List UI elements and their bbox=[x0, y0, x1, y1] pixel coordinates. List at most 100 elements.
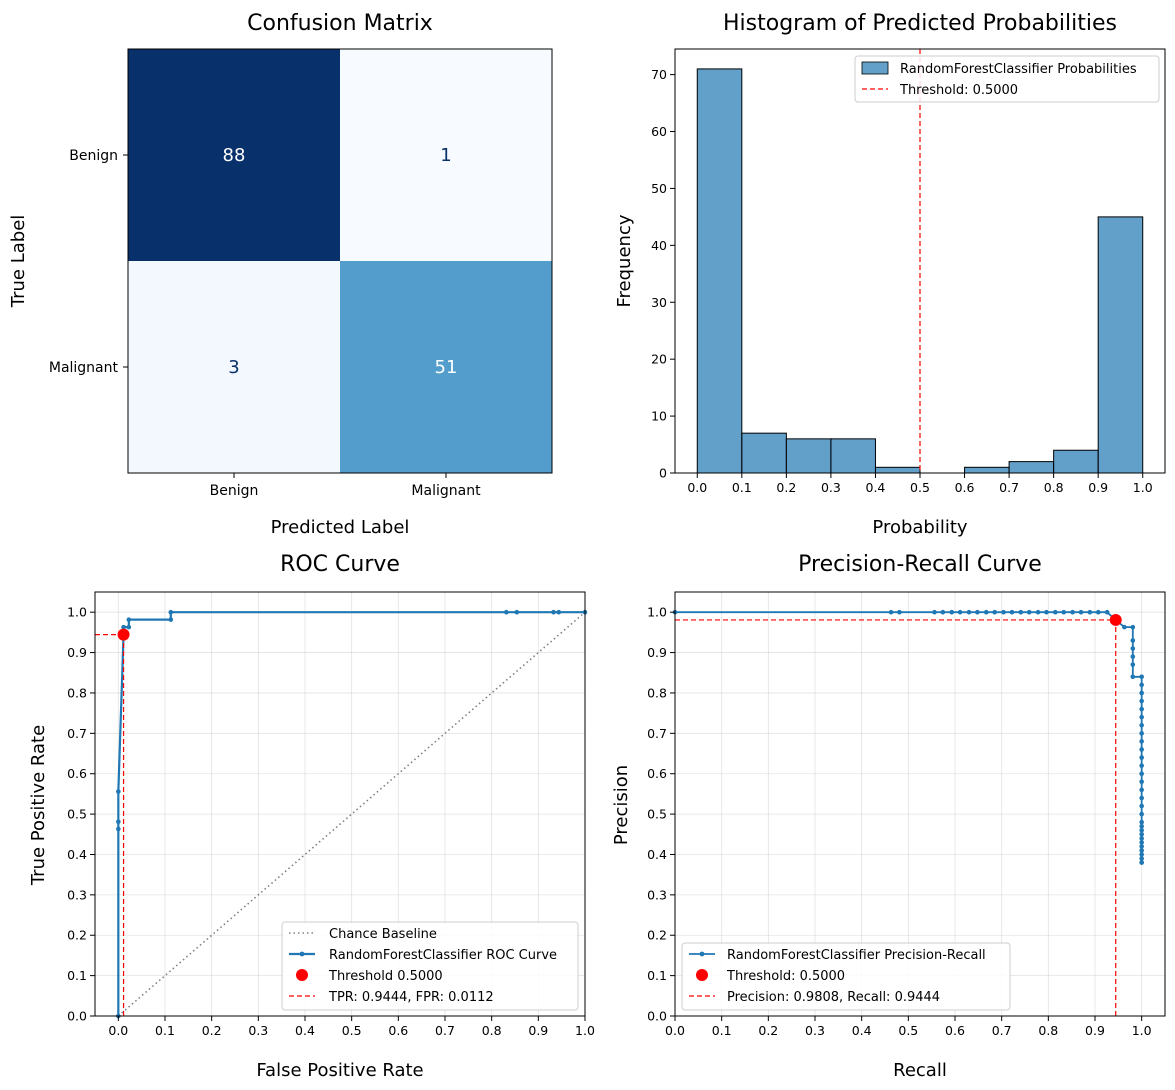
roc-point bbox=[116, 826, 121, 832]
histogram-panel: Histogram of Predicted Probabilities 0.0… bbox=[614, 11, 1166, 538]
y-tick-label: 0.5 bbox=[67, 807, 87, 822]
pr-point bbox=[1139, 836, 1144, 841]
roc-point bbox=[168, 617, 174, 622]
pr-y-axis-label: Precision bbox=[611, 765, 632, 845]
pr-point bbox=[1139, 803, 1144, 809]
pr-axes-frame bbox=[674, 591, 1166, 1017]
x-tick-label: 0.7 bbox=[999, 480, 1019, 495]
roc-point bbox=[551, 609, 556, 615]
hist-bar bbox=[785, 438, 832, 474]
pr-panel: Precision-Recall Curve 0.0 0.1 0.2 0.3 0.4 0.… bbox=[611, 552, 1166, 1081]
pr-point bbox=[1139, 779, 1144, 785]
roc-legend-curve-marker bbox=[299, 951, 305, 957]
pr-point bbox=[949, 609, 955, 615]
cm-cell bbox=[340, 261, 552, 473]
pr-point bbox=[1139, 771, 1144, 777]
x-tick-label: 0.4 bbox=[866, 480, 886, 495]
hist-legend-threshold-label: Threshold: 0.5000 bbox=[899, 83, 1018, 98]
roc-plot bbox=[95, 609, 588, 1019]
y-tick-label: 20 bbox=[651, 352, 667, 367]
y-tick-label: 40 bbox=[651, 238, 667, 253]
pr-point bbox=[897, 609, 902, 615]
x-tick-label: 0.0 bbox=[665, 1023, 685, 1038]
cm-x-axis-label: Predicted Label bbox=[271, 517, 410, 538]
x-tick-label: 0.4 bbox=[852, 1023, 872, 1038]
hist-legend-bar-label: RandomForestClassifier Probabilities bbox=[900, 62, 1137, 77]
roc-threshold-marker bbox=[117, 628, 130, 641]
cm-title: Confusion Matrix bbox=[247, 11, 433, 36]
pr-point bbox=[1001, 609, 1006, 615]
pr-point bbox=[1139, 827, 1144, 833]
cm-x-tick-label-benign: Benign bbox=[210, 483, 259, 499]
y-tick-label: 0.2 bbox=[67, 928, 87, 943]
x-tick-label: 0.6 bbox=[955, 480, 975, 495]
hist-x-axis-label: Probability bbox=[872, 517, 967, 538]
pr-point bbox=[1078, 609, 1084, 615]
pr-point bbox=[1018, 609, 1024, 615]
x-tick-label: 0.0 bbox=[687, 480, 707, 495]
pr-point bbox=[1139, 823, 1144, 829]
roc-point bbox=[126, 617, 132, 622]
y-tick-label: 0.9 bbox=[647, 645, 667, 660]
pr-point bbox=[1130, 662, 1136, 667]
roc-chance-line bbox=[117, 611, 586, 1017]
cm-y-tick-label-malignant: Malignant bbox=[49, 360, 119, 376]
x-tick-label: 0.7 bbox=[435, 1023, 455, 1038]
y-tick-label: 0.7 bbox=[67, 726, 87, 741]
y-tick-label: 0.4 bbox=[67, 847, 87, 862]
y-tick-label: 0.3 bbox=[67, 887, 87, 902]
roc-panel: ROC Curve 0.0 0.1 0.2 0.3 0.4 0.5 0.6 0.7 0.8 0.9… bbox=[28, 552, 595, 1081]
pr-point bbox=[1139, 706, 1144, 712]
pr-point bbox=[940, 609, 946, 615]
hist-bar bbox=[1053, 449, 1099, 474]
pr-point bbox=[1139, 795, 1144, 801]
pr-point bbox=[1139, 682, 1144, 688]
pr-point bbox=[1139, 844, 1144, 849]
pr-point bbox=[1095, 609, 1101, 615]
x-tick-label: 0.5 bbox=[342, 1023, 362, 1038]
roc-legend-curve-label: RandomForestClassifier ROC Curve bbox=[329, 948, 557, 963]
hist-legend: RandomForestClassifier Probabilities Thr… bbox=[854, 55, 1160, 103]
pr-legend-threshold-marker bbox=[696, 969, 708, 981]
x-tick-label: 0.8 bbox=[482, 1023, 502, 1038]
pr-point bbox=[1139, 831, 1144, 837]
x-tick-label: 0.1 bbox=[732, 480, 752, 495]
y-tick-label: 50 bbox=[651, 181, 667, 196]
pr-point bbox=[1087, 609, 1093, 615]
cm-cell bbox=[128, 261, 340, 473]
pr-point bbox=[1130, 646, 1136, 651]
roc-y-ticks: 0.0 0.1 0.2 0.3 0.4 0.5 0.6 0.7 0.8 0.9 1.0 bbox=[67, 605, 95, 1024]
pr-point bbox=[1035, 609, 1041, 615]
pr-y-ticks: 0.0 0.1 0.2 0.3 0.4 0.5 0.6 0.7 0.8 0.9 1.0 bbox=[647, 605, 675, 1024]
roc-title: ROC Curve bbox=[280, 552, 400, 577]
pr-legend-threshold-label: Threshold: 0.5000 bbox=[726, 969, 845, 984]
cm-x-tick-label-malignant: Malignant bbox=[411, 483, 481, 499]
pr-point bbox=[1139, 722, 1144, 728]
cm-cell-value: 1 bbox=[440, 145, 451, 166]
x-tick-label: 0.9 bbox=[1088, 480, 1108, 495]
x-tick-label: 0.6 bbox=[388, 1023, 408, 1038]
roc-point bbox=[514, 609, 520, 615]
y-tick-label: 0.0 bbox=[67, 1009, 87, 1024]
cm-y-tick-label-benign: Benign bbox=[69, 148, 118, 164]
x-tick-label: 1.0 bbox=[575, 1023, 595, 1038]
pr-point bbox=[1130, 674, 1136, 680]
hist-title: Histogram of Predicted Probabilities bbox=[723, 11, 1117, 36]
roc-point bbox=[504, 609, 509, 615]
pr-point bbox=[1130, 624, 1136, 630]
pr-legend-curve-label: RandomForestClassifier Precision-Recall bbox=[727, 948, 986, 963]
cm-cell-value: 51 bbox=[435, 357, 458, 378]
roc-legend-box bbox=[281, 921, 579, 1011]
pr-title: Precision-Recall Curve bbox=[798, 552, 1042, 577]
pr-point bbox=[1139, 787, 1144, 793]
hist-x-ticks: 0.0 0.1 0.2 0.3 0.4 0.5 0.6 0.7 0.8 0.9 1.0 bbox=[687, 473, 1153, 495]
pr-x-ticks: 0.0 0.1 0.2 0.3 0.4 0.5 0.6 0.7 0.8 0.9 1.0 bbox=[665, 1016, 1152, 1038]
pr-point bbox=[1139, 840, 1144, 845]
roc-legend-rates-label: TPR: 0.9444, FPR: 0.0112 bbox=[328, 990, 494, 1005]
pr-point bbox=[1139, 739, 1144, 744]
pr-point bbox=[1139, 856, 1144, 861]
y-tick-label: 30 bbox=[651, 295, 667, 310]
pr-point bbox=[1053, 609, 1058, 615]
pr-point bbox=[932, 609, 937, 615]
